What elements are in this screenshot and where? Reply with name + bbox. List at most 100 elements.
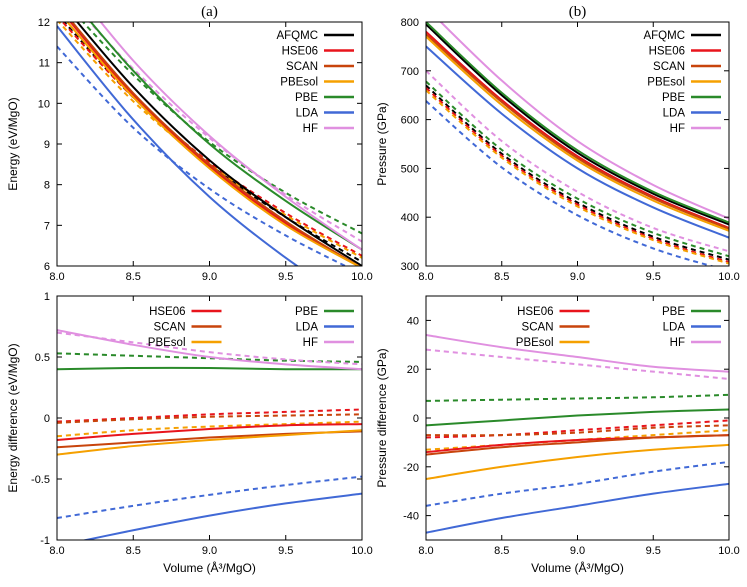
x-tick-label: 10.0 (718, 271, 739, 283)
legend-label: HF (303, 123, 318, 135)
legend: AFQMC HSE06 SCAN PBEsol PBE LDA HF (276, 30, 354, 135)
y-tick-label: -40 (403, 511, 419, 523)
x-tick-label: 8.5 (494, 271, 509, 283)
x-tick-label: 9.0 (570, 545, 585, 557)
series-line-scan-dashed (57, 413, 362, 424)
series-line-hf-solid (426, 334, 729, 373)
y-tick-label: 400 (401, 212, 419, 224)
series-line-scan-solid (426, 434, 729, 456)
series-line-lda-dashed (57, 475, 362, 520)
series-line-afqmc-solid (426, 23, 729, 226)
series-line-afqmc-solid (75, 22, 362, 266)
legend-label: PBEsol (516, 337, 554, 349)
legend: AFQMC HSE06 SCAN PBEsol PBE LDA HF (643, 30, 721, 135)
legend-label: PBE (662, 92, 685, 104)
x-tick-label: 8.0 (418, 271, 433, 283)
panel-top-right: 8.0 8.5 9.0 9.5 10.0 300 400 500 600 700 800 (b) Pre… (375, 4, 740, 283)
panel-top-left: 8.0 8.5 9.0 9.5 10.0 6 7 8 9 10 11 12 (a) Energy (eV/… (6, 4, 373, 283)
x-tick-label: 10.0 (351, 545, 372, 557)
x-tick-label: 9.5 (278, 271, 293, 283)
series-group (426, 22, 729, 266)
series-line-pbesol-solid (66, 22, 361, 266)
y-tick-label: 600 (401, 115, 419, 127)
legend-label: LDA (663, 322, 686, 334)
series-line-lda-solid (426, 482, 729, 534)
legend-label: AFQMC (276, 30, 318, 42)
series-line-pbe-solid (57, 366, 362, 371)
y-tick-label: 12 (38, 17, 50, 29)
x-tick-label: 8.5 (126, 545, 141, 557)
series-line-pbesol-dashed (426, 429, 729, 451)
y-tick-label: 0.5 (35, 352, 50, 364)
y-tick-label: -20 (403, 462, 419, 474)
legend-label: LDA (663, 108, 686, 120)
x-tick-label: 8.0 (49, 271, 64, 283)
legend: HSE06 SCAN PBEsol PBE LDA HF (516, 306, 721, 349)
legend-label: PBE (295, 92, 318, 104)
x-tick-label: 9.5 (278, 545, 293, 557)
series-line-hse06-solid (69, 22, 361, 266)
series-line-lda-dashed (57, 45, 348, 266)
series-line-scan-solid (70, 22, 361, 266)
legend-label: LDA (296, 322, 319, 334)
x-tick-label: 8.5 (126, 271, 141, 283)
panel-title: (a) (201, 4, 218, 20)
y-axis-label: Energy (eV/MgO) (6, 97, 20, 190)
series-line-pbesol-solid (426, 35, 729, 232)
series-line-pbe-solid (89, 22, 362, 251)
series-line-pbe-solid (426, 22, 729, 224)
legend-label: LDA (296, 108, 319, 120)
series-line-pbesol-dashed (57, 420, 362, 438)
legend-label: PBEsol (148, 337, 186, 349)
series-line-scan-dashed (426, 424, 729, 437)
series-line-lda-solid (57, 25, 299, 266)
legend-label: AFQMC (643, 30, 685, 42)
series-line-hf-dashed (88, 22, 362, 243)
legend-label: SCAN (653, 61, 685, 73)
y-tick-label: -1 (40, 535, 50, 547)
y-tick-label: 1 (44, 291, 50, 303)
series-line-hf-solid (99, 22, 362, 251)
legend-label: PBEsol (647, 77, 685, 89)
panel-bottom-left: 8.0 8.5 9.0 9.5 10.0 -1 -0.5 0 0.5 1 Energy differ… (6, 291, 373, 575)
legend-label: HSE06 (282, 46, 318, 58)
y-tick-label: 7 (44, 220, 50, 232)
legend-label: SCAN (154, 322, 186, 334)
x-tick-label: 9.0 (570, 271, 585, 283)
panel-title: (b) (569, 4, 587, 20)
y-axis-label: Pressure difference (GPa) (375, 348, 389, 487)
plot-frame (425, 21, 730, 267)
x-tick-label: 9.5 (646, 545, 661, 557)
series-line-afqmc-dashed (426, 84, 729, 261)
y-tick-label: 0 (413, 413, 419, 425)
y-tick-label: 6 (44, 261, 50, 273)
y-tick-label: 700 (401, 66, 419, 78)
y-tick-label: 0 (44, 413, 50, 425)
series-group (57, 22, 362, 266)
series-line-hf-dashed (426, 348, 729, 380)
legend-label: PBE (662, 306, 685, 318)
series-line-lda-solid (426, 45, 729, 239)
series-line-hse06-dashed (57, 408, 362, 423)
legend-label: SCAN (522, 322, 554, 334)
y-axis-label: Energy difference (eV/MgO) (6, 343, 20, 492)
series-line-hf-dashed (426, 70, 729, 253)
y-tick-label: 500 (401, 163, 419, 175)
series-line-hf-solid (439, 22, 729, 220)
y-tick-label: 8 (44, 180, 50, 192)
legend-label: HF (670, 337, 685, 349)
y-tick-label: 300 (401, 261, 419, 273)
series-group (426, 334, 729, 534)
series-line-pbe-solid (426, 408, 729, 427)
series-line-hf-dashed (57, 331, 362, 366)
series-group (57, 329, 362, 540)
series-line-lda-solid (81, 492, 362, 540)
series-line-hse06-dashed (61, 22, 362, 257)
series-line-hse06-solid (57, 423, 362, 441)
x-tick-label: 9.0 (202, 271, 217, 283)
legend-label: PBEsol (280, 77, 318, 89)
x-tick-label: 8.5 (494, 545, 509, 557)
panel-bottom-right: 8.0 8.5 9.0 9.5 10.0 -40 -20 0 20 40 Pressure diff… (375, 295, 740, 575)
series-line-hse06-dashed (426, 419, 729, 439)
legend-label: PBE (295, 306, 318, 318)
